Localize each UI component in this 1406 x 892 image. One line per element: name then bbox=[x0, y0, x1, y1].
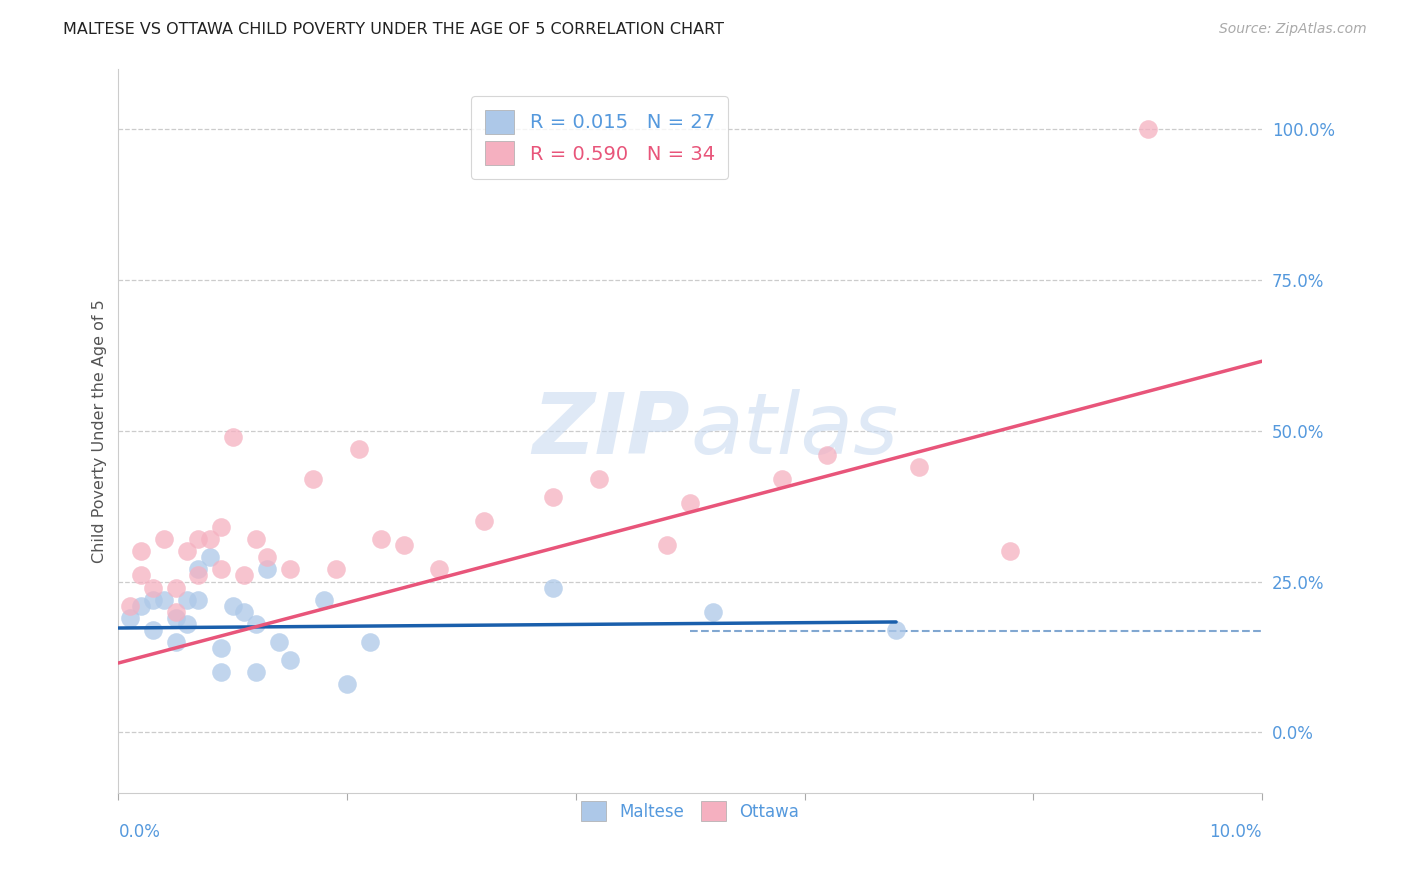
Point bbox=[131, 544, 153, 558]
Text: ZIP: ZIP bbox=[533, 389, 690, 472]
Point bbox=[267, 635, 290, 649]
Point bbox=[817, 448, 839, 462]
Point bbox=[588, 472, 610, 486]
Point bbox=[187, 592, 209, 607]
Point bbox=[314, 592, 336, 607]
Point bbox=[1136, 121, 1159, 136]
Point bbox=[394, 538, 416, 552]
Point bbox=[245, 616, 267, 631]
Point bbox=[131, 599, 153, 613]
Point bbox=[176, 544, 198, 558]
Point bbox=[165, 635, 187, 649]
Point bbox=[165, 581, 187, 595]
Point bbox=[679, 496, 702, 510]
Point bbox=[176, 592, 198, 607]
Point bbox=[222, 430, 245, 444]
Point bbox=[142, 623, 165, 637]
Point bbox=[142, 581, 165, 595]
Point bbox=[187, 533, 209, 547]
Point bbox=[118, 611, 141, 625]
Point bbox=[302, 472, 325, 486]
Point bbox=[209, 665, 232, 679]
Point bbox=[209, 562, 232, 576]
Text: MALTESE VS OTTAWA CHILD POVERTY UNDER THE AGE OF 5 CORRELATION CHART: MALTESE VS OTTAWA CHILD POVERTY UNDER TH… bbox=[63, 22, 724, 37]
Point bbox=[209, 520, 232, 534]
Text: 10.0%: 10.0% bbox=[1209, 823, 1263, 841]
Point bbox=[142, 592, 165, 607]
Point bbox=[245, 533, 267, 547]
Point bbox=[359, 635, 381, 649]
Point bbox=[245, 665, 267, 679]
Point bbox=[256, 550, 278, 565]
Point bbox=[118, 599, 141, 613]
Point bbox=[198, 533, 221, 547]
Point bbox=[131, 568, 153, 582]
Point bbox=[222, 599, 245, 613]
Point bbox=[541, 490, 564, 504]
Point bbox=[176, 616, 198, 631]
Point bbox=[908, 459, 931, 474]
Point bbox=[541, 581, 564, 595]
Point bbox=[657, 538, 679, 552]
Point bbox=[427, 562, 450, 576]
Point bbox=[198, 550, 221, 565]
Point bbox=[278, 562, 301, 576]
Point bbox=[153, 592, 176, 607]
Point bbox=[770, 472, 793, 486]
Point bbox=[474, 514, 496, 528]
Point bbox=[165, 605, 187, 619]
Point bbox=[1000, 544, 1022, 558]
Point bbox=[209, 640, 232, 655]
Point bbox=[187, 568, 209, 582]
Point bbox=[256, 562, 278, 576]
Point bbox=[347, 442, 370, 456]
Point bbox=[336, 677, 359, 691]
Text: Source: ZipAtlas.com: Source: ZipAtlas.com bbox=[1219, 22, 1367, 37]
Point bbox=[165, 611, 187, 625]
Point bbox=[884, 623, 907, 637]
Point bbox=[233, 568, 256, 582]
Point bbox=[702, 605, 724, 619]
Point bbox=[278, 653, 301, 667]
Text: 0.0%: 0.0% bbox=[118, 823, 160, 841]
Legend: Maltese, Ottawa: Maltese, Ottawa bbox=[575, 794, 806, 828]
Point bbox=[187, 562, 209, 576]
Point bbox=[370, 533, 392, 547]
Point bbox=[325, 562, 347, 576]
Point bbox=[153, 533, 176, 547]
Y-axis label: Child Poverty Under the Age of 5: Child Poverty Under the Age of 5 bbox=[93, 299, 107, 563]
Text: atlas: atlas bbox=[690, 389, 898, 472]
Point bbox=[233, 605, 256, 619]
